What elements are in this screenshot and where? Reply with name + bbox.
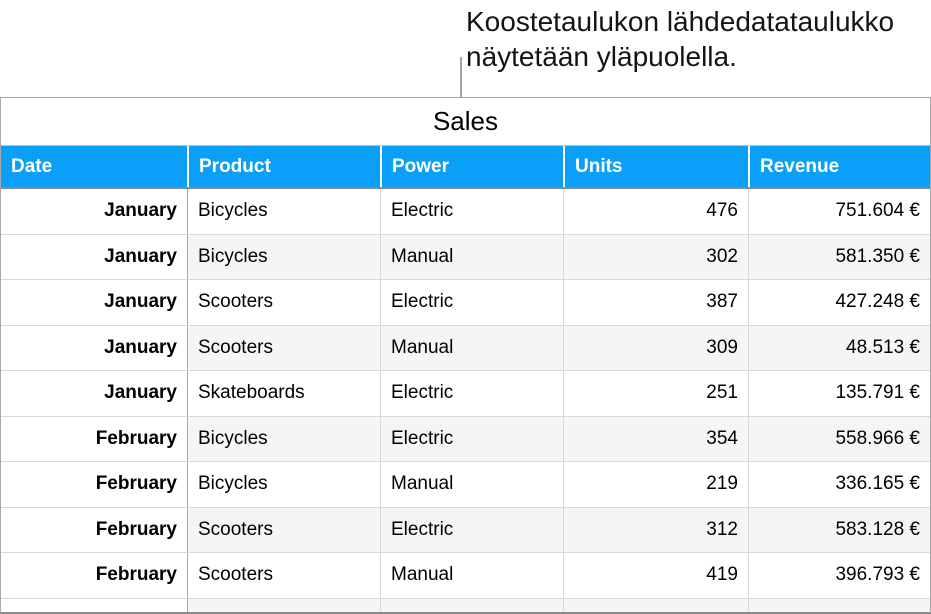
- cell-revenue[interactable]: 427.248 €: [748, 280, 930, 325]
- table-row: February Bicycles Manual 219 336.165 €: [1, 462, 930, 508]
- table-header-row: Date Product Power Units Revenue: [1, 146, 930, 189]
- table-row-partial: [1, 598, 930, 612]
- cell-units[interactable]: 476: [563, 189, 748, 234]
- cell-units[interactable]: 219: [563, 462, 748, 507]
- cell-units[interactable]: 302: [563, 234, 748, 279]
- cell-date[interactable]: January: [1, 371, 187, 416]
- cell-product[interactable]: Bicycles: [187, 462, 380, 507]
- callout-annotation: Koostetaulukon lähdedatataulukko näytetä…: [466, 4, 894, 74]
- cell-date[interactable]: February: [1, 553, 187, 598]
- cell-units[interactable]: 309: [563, 325, 748, 370]
- cell-power[interactable]: Electric: [380, 189, 563, 234]
- cell-revenue[interactable]: 396.793 €: [748, 553, 930, 598]
- cell-power[interactable]: [380, 598, 563, 612]
- cell-units[interactable]: 354: [563, 416, 748, 461]
- cell-revenue[interactable]: 48.513 €: [748, 325, 930, 370]
- cell-date[interactable]: January: [1, 280, 187, 325]
- table-row: January Scooters Manual 309 48.513 €: [1, 325, 930, 371]
- cell-power[interactable]: Electric: [380, 280, 563, 325]
- cell-units[interactable]: 387: [563, 280, 748, 325]
- cell-revenue[interactable]: 558.966 €: [748, 416, 930, 461]
- cell-units[interactable]: 251: [563, 371, 748, 416]
- cell-date[interactable]: January: [1, 234, 187, 279]
- table-row: January Skateboards Electric 251 135.791 €: [1, 371, 930, 417]
- cell-product[interactable]: Scooters: [187, 280, 380, 325]
- cell-power[interactable]: Electric: [380, 416, 563, 461]
- cell-power[interactable]: Manual: [380, 553, 563, 598]
- table-row: January Bicycles Electric 476 751.604 €: [1, 189, 930, 235]
- cell-power[interactable]: Manual: [380, 325, 563, 370]
- cell-revenue[interactable]: 751.604 €: [748, 189, 930, 234]
- cell-power[interactable]: Electric: [380, 371, 563, 416]
- cell-date[interactable]: January: [1, 189, 187, 234]
- cell-units[interactable]: 312: [563, 507, 748, 552]
- cell-product[interactable]: Scooters: [187, 325, 380, 370]
- column-header-revenue[interactable]: Revenue: [748, 146, 930, 187]
- cell-product[interactable]: Bicycles: [187, 189, 380, 234]
- cell-product[interactable]: Bicycles: [187, 416, 380, 461]
- callout-text-line1: Koostetaulukon lähdedatataulukko: [466, 6, 895, 37]
- table-row: February Scooters Manual 419 396.793 €: [1, 553, 930, 599]
- cell-date[interactable]: [1, 598, 187, 612]
- callout-text-line2: näytetään yläpuolella.: [466, 41, 737, 72]
- cell-power[interactable]: Manual: [380, 234, 563, 279]
- cell-units[interactable]: [563, 598, 748, 612]
- cell-revenue[interactable]: 583.128 €: [748, 507, 930, 552]
- callout-connector-line: [460, 57, 462, 97]
- cell-revenue[interactable]: 336.165 €: [748, 462, 930, 507]
- cell-product[interactable]: Bicycles: [187, 234, 380, 279]
- column-header-power[interactable]: Power: [380, 146, 563, 187]
- cell-date[interactable]: February: [1, 416, 187, 461]
- cell-product[interactable]: Skateboards: [187, 371, 380, 416]
- table-row: February Scooters Electric 312 583.128 €: [1, 507, 930, 553]
- column-header-units[interactable]: Units: [563, 146, 748, 187]
- table-body: January Bicycles Electric 476 751.604 € Janua…: [1, 189, 930, 599]
- cell-date[interactable]: February: [1, 462, 187, 507]
- cell-units[interactable]: 419: [563, 553, 748, 598]
- cell-date[interactable]: February: [1, 507, 187, 552]
- cell-product[interactable]: [187, 598, 380, 612]
- cell-revenue[interactable]: 581.350 €: [748, 234, 930, 279]
- table-row: February Bicycles Electric 354 558.966 €: [1, 416, 930, 462]
- cell-revenue[interactable]: [748, 598, 930, 612]
- cell-date[interactable]: January: [1, 325, 187, 370]
- cell-power[interactable]: Electric: [380, 507, 563, 552]
- cell-product[interactable]: Scooters: [187, 507, 380, 552]
- table-row: January Scooters Electric 387 427.248 €: [1, 280, 930, 326]
- sales-table: Sales Date Product Power Units Revenue J…: [0, 97, 931, 614]
- cell-product[interactable]: Scooters: [187, 553, 380, 598]
- table-title[interactable]: Sales: [1, 98, 930, 146]
- cell-revenue[interactable]: 135.791 €: [748, 371, 930, 416]
- cell-power[interactable]: Manual: [380, 462, 563, 507]
- column-header-date[interactable]: Date: [11, 155, 53, 177]
- table-row: January Bicycles Manual 302 581.350 €: [1, 234, 930, 280]
- column-header-product[interactable]: Product: [187, 146, 380, 187]
